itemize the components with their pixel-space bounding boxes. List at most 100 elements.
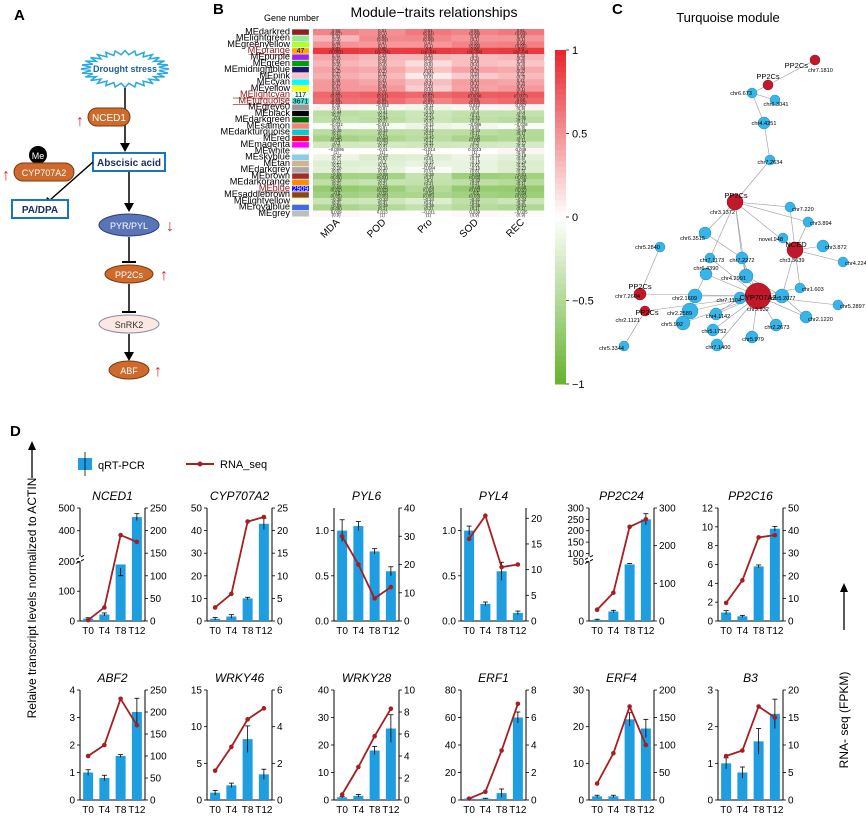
arrow-aba-pa: [49, 161, 94, 201]
cell-pvalue: (0.2): [516, 81, 525, 86]
cell-corr-value: −0.33: [423, 109, 434, 114]
heatmap-cell: [497, 41, 545, 48]
cell-pvalue: (2e−04): [375, 50, 390, 55]
heatmap-cell: [359, 91, 406, 99]
cell-pvalue: (0.1): [470, 131, 479, 136]
left-tick-label: 3: [69, 713, 75, 724]
heatmap-cell: [497, 91, 545, 99]
right-tick-label: 200: [150, 708, 167, 719]
panel-d: D qRT-PCR RNA_seq Relaive transcript lev…: [10, 423, 851, 816]
heatmap-cell: [359, 135, 406, 142]
gene-node: [837, 256, 849, 268]
module-color-swatch: [291, 166, 310, 173]
right-tick-label: 0: [531, 617, 537, 628]
cell-corr-value: −0.68: [515, 184, 526, 189]
rnaseq-line: [341, 535, 392, 600]
network-node-label: chr3.3639: [780, 258, 805, 264]
heatmap-cell: [359, 79, 406, 86]
right-tick-label: 100: [150, 752, 167, 763]
rnaseq-point: [611, 590, 616, 596]
rnaseq-point: [594, 781, 600, 786]
module-label: MEpink: [259, 70, 290, 80]
subchart-pyl4: PYL4 0.0 0.5 1.0 0 5 10 15 20 T0 T4 T8 T12: [442, 489, 542, 637]
subchart-wrky46: WRKY46 0 5 10 15 0 2 4 6 T0 T4 T8 T12: [191, 671, 283, 816]
cell-corr-value: −0.34: [515, 197, 526, 202]
pyr-pyl-node: [98, 213, 160, 237]
module-color-swatch: [291, 29, 310, 36]
cell-corr-value: 0.28: [424, 65, 433, 70]
gene-node: [799, 310, 813, 324]
cell-corr-value: 0.49: [332, 40, 341, 45]
subchart-title: PYL4: [479, 489, 509, 503]
qpcr-bar: [480, 798, 491, 800]
cell-corr-value: −0.0095: [328, 147, 344, 152]
module-color-swatch: [291, 116, 310, 123]
module-color-swatch: [291, 110, 310, 117]
heatmap-cell: [451, 122, 498, 130]
cell-pvalue: (0.07): [423, 100, 435, 105]
heatmap-cell: [405, 29, 452, 36]
left-tick-label: 10: [702, 522, 714, 533]
cell-corr-value: 0.69: [424, 91, 433, 96]
heatmap-cell: [313, 160, 360, 167]
module-label: MEdarkturquoise: [221, 127, 290, 137]
heatmap-cell: [451, 166, 498, 174]
cell-corr-value: −0.55: [331, 203, 342, 208]
colorbar-segment: [555, 267, 566, 274]
cell-corr-value: 0.42: [332, 65, 341, 70]
network-node-label: chr2.2673: [765, 325, 790, 331]
gene-node: [777, 232, 789, 244]
heatmap-cell: [359, 66, 406, 74]
rnaseq-point: [134, 539, 140, 545]
rnaseq-point: [643, 742, 649, 748]
cell-pvalue: (0.1): [470, 206, 479, 211]
cell-corr-value: −0.59: [377, 172, 388, 177]
left-tick-label: 20: [573, 722, 585, 733]
cell-corr-value: 0.61: [424, 28, 433, 33]
heatmap-cell: [497, 166, 545, 174]
cell-pvalue: (1): [472, 150, 478, 155]
network-node-label: chr3.932: [747, 307, 769, 313]
gene-number: 3671: [293, 98, 309, 105]
colorbar-segment: [555, 50, 566, 57]
qpcr-bar: [721, 612, 732, 621]
qpcr-bar: [753, 566, 764, 621]
heatmap-cell: [405, 160, 452, 167]
cell-pvalue: (0.04): [515, 31, 527, 36]
network-edge: [734, 201, 747, 277]
cell-corr-value: −0.18: [515, 153, 526, 158]
gene-node: [784, 201, 796, 213]
cell-pvalue: (0.2): [516, 112, 525, 117]
qpcr-bar: [242, 739, 253, 800]
right-tick-label: 20: [404, 560, 416, 571]
cell-pvalue: (0.6): [378, 169, 387, 174]
colorbar-segment: [555, 250, 566, 257]
qpcr-bar: [99, 778, 110, 800]
colorbar-segment: [555, 189, 566, 196]
left-tick-label: 10: [573, 759, 585, 770]
cell-pvalue: (0.3): [332, 62, 341, 67]
network-node-label: chr7.1810: [808, 68, 833, 74]
colorbar-segment: [555, 72, 566, 79]
colorbar-segment: [555, 205, 566, 212]
heatmap-cell: [451, 135, 498, 142]
cell-pvalue: (0.3): [516, 56, 525, 61]
cell-pvalue: (0.1): [516, 181, 525, 186]
cell-corr-value: −0.044: [422, 166, 436, 171]
gene-node: [757, 116, 771, 130]
left-tick-label: 0.0: [442, 617, 456, 628]
module-label: MEcyan: [257, 77, 290, 87]
cell-pvalue: (0.3): [378, 200, 387, 205]
cell-corr-value: 0.9: [426, 47, 433, 52]
module-color-swatch: [291, 35, 310, 42]
module-label: MEblue: [259, 183, 290, 193]
drought-stress-burst: [80, 49, 170, 89]
colorbar-segment: [555, 150, 566, 157]
rnaseq-point: [85, 617, 91, 623]
right-tick-label: 150: [659, 713, 676, 724]
module-label: MEblack: [255, 108, 291, 118]
network-node-label: chr5.2077: [771, 296, 796, 302]
qpcr-bar: [737, 772, 748, 800]
